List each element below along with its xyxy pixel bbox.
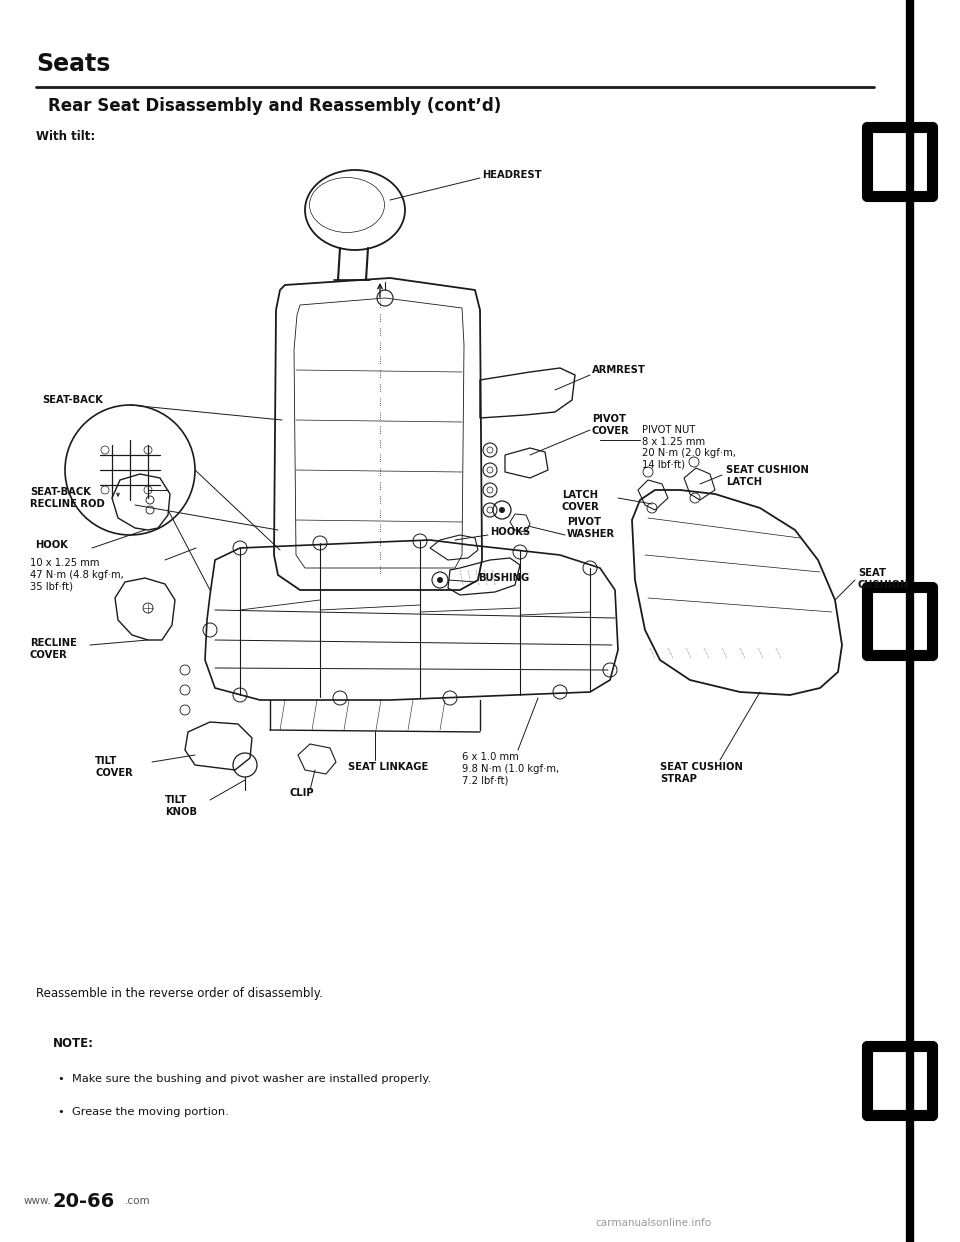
Text: ARMREST: ARMREST [592,365,646,375]
Text: SEAT
CUSHION: SEAT CUSHION [858,568,909,590]
Text: Seats: Seats [36,52,110,76]
Text: PIVOT
COVER: PIVOT COVER [592,414,630,436]
Text: BUSHING: BUSHING [478,573,529,582]
Circle shape [499,507,505,513]
Text: SEAT LINKAGE: SEAT LINKAGE [348,763,428,773]
Text: SEAT-BACK: SEAT-BACK [42,395,103,405]
Text: Rear Seat Disassembly and Reassembly (cont’d): Rear Seat Disassembly and Reassembly (co… [48,97,501,114]
Text: PIVOT
WASHER: PIVOT WASHER [567,517,615,539]
Text: LATCH
COVER: LATCH COVER [562,491,600,512]
Text: carmanualsonline.info: carmanualsonline.info [595,1218,711,1228]
Text: CLIP: CLIP [290,787,315,799]
Text: HEADREST: HEADREST [482,170,541,180]
Text: HOOKS: HOOKS [490,527,530,537]
Text: SEAT-BACK
RECLINE ROD: SEAT-BACK RECLINE ROD [30,487,105,509]
Text: HOOK: HOOK [35,540,68,550]
Text: •  Grease the moving portion.: • Grease the moving portion. [58,1107,228,1117]
Text: TILT
KNOB: TILT KNOB [165,795,197,816]
Text: PIVOT NUT
8 x 1.25 mm
20 N·m (2.0 kgf·m,
14 lbf·ft): PIVOT NUT 8 x 1.25 mm 20 N·m (2.0 kgf·m,… [642,425,736,469]
Text: TILT
COVER: TILT COVER [95,756,132,777]
Circle shape [437,578,443,582]
Text: 10 x 1.25 mm
47 N·m (4.8 kgf·m,
35 lbf·ft): 10 x 1.25 mm 47 N·m (4.8 kgf·m, 35 lbf·f… [30,558,124,591]
Text: SEAT CUSHION
LATCH: SEAT CUSHION LATCH [726,465,809,487]
Text: Reassemble in the reverse order of disassembly.: Reassemble in the reverse order of disas… [36,987,324,1000]
Text: NOTE:: NOTE: [53,1037,94,1049]
Text: •  Make sure the bushing and pivot washer are installed properly.: • Make sure the bushing and pivot washer… [58,1074,431,1084]
Text: RECLINE
COVER: RECLINE COVER [30,638,77,660]
Text: www.: www. [24,1196,52,1206]
Text: 6 x 1.0 mm
9.8 N·m (1.0 kgf·m,
7.2 lbf·ft): 6 x 1.0 mm 9.8 N·m (1.0 kgf·m, 7.2 lbf·f… [462,751,559,785]
Text: With tilt:: With tilt: [36,130,96,143]
Text: 20-66: 20-66 [53,1191,115,1211]
Text: SEAT CUSHION
STRAP: SEAT CUSHION STRAP [660,763,743,784]
Text: .com: .com [125,1196,151,1206]
